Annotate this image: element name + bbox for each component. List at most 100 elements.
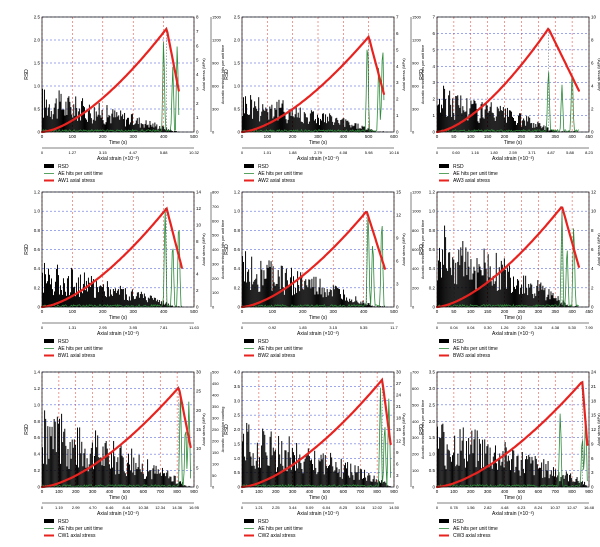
rsd-bar: [476, 258, 478, 307]
rsd-bar: [80, 453, 82, 487]
rsd-bar: [181, 483, 183, 487]
rsd-bar: [49, 284, 51, 307]
rsd-bar: [473, 100, 475, 132]
time-tick-label: 400: [106, 489, 114, 494]
rsd-bar: [68, 96, 70, 132]
rsd-bar: [528, 116, 530, 132]
strain-axis-label: Axial strain (×10⁻³): [97, 331, 139, 337]
rsd-bar: [263, 109, 265, 132]
ae-tick-label: 150: [212, 450, 219, 455]
rsd-bar: [246, 103, 248, 132]
ae-axis-label: Acoustic emission hits per unit time: [421, 45, 425, 104]
strain-tick-label: 8.44: [123, 505, 132, 510]
rsd-bar: [446, 444, 448, 487]
rsd-bar: [367, 128, 369, 132]
rsd-bar: [352, 302, 354, 307]
rsd-bar: [177, 306, 179, 307]
rsd-bar: [251, 256, 253, 307]
chart-panel-8: 00.51.01.52.02.53.03.54.0RSD036912151821…: [224, 370, 425, 540]
strain-tick-label: 2.82: [484, 505, 493, 510]
rsd-bar: [489, 447, 491, 487]
strain-tick-label: 11.7: [390, 325, 398, 330]
rsd-bar: [269, 436, 271, 487]
rsd-bar: [281, 441, 283, 487]
rsd-bar: [50, 110, 52, 132]
rsd-bar: [133, 299, 135, 307]
rsd-bar: [566, 304, 568, 307]
stress-tick-label: 2: [591, 107, 594, 112]
rsd-bar: [63, 109, 65, 132]
rsd-bar: [121, 116, 123, 132]
time-tick-label: 700: [551, 489, 559, 494]
rsd-bar: [384, 481, 386, 487]
rsd-bar: [538, 290, 540, 307]
rsd-bar: [138, 454, 140, 487]
plot-frame: [41, 191, 195, 308]
strain-tick-label: 0.04: [467, 325, 476, 330]
ae-tick-label: 250: [212, 427, 219, 432]
rsd-bar: [312, 463, 314, 487]
rsd-bar: [310, 110, 312, 132]
rsd-bar: [114, 456, 116, 487]
rsd-bar: [532, 460, 534, 487]
rsd-tick-label: 0: [432, 130, 435, 135]
rsd-bar: [550, 291, 552, 307]
rsd-tick-label: 0.5: [429, 468, 436, 473]
ae-tick-label: 700: [212, 204, 219, 209]
rsd-bar: [134, 475, 136, 487]
rsd-bar: [94, 120, 96, 132]
rsd-bar: [150, 124, 152, 132]
rsd-bar: [76, 108, 78, 132]
rsd-bar: [380, 482, 381, 487]
time-tick-label: 400: [568, 309, 576, 314]
rsd-bar: [385, 482, 387, 487]
rsd-bar: [279, 107, 281, 132]
stress-tick-label: 4: [591, 84, 594, 89]
rsd-bar: [129, 300, 131, 307]
rsd-bar: [95, 111, 97, 132]
rsd-bar: [522, 120, 524, 132]
strain-tick-label: 1.85: [299, 325, 308, 330]
rsd-bar: [93, 107, 95, 132]
rsd-bar: [115, 474, 117, 487]
rsd-bar: [562, 474, 564, 487]
stress-tick-label: 3: [396, 282, 399, 287]
rsd-bar: [346, 297, 348, 307]
rsd-tick-label: 0: [237, 485, 240, 490]
stress-tick-label: 5: [196, 58, 199, 63]
rsd-bar: [476, 430, 478, 487]
rsd-bar: [122, 457, 124, 487]
strain-tick-label: 3.15: [329, 325, 338, 330]
rsd-tick-label: 0.8: [34, 228, 41, 233]
rsd-bar: [151, 126, 153, 132]
rsd-bar: [70, 267, 72, 307]
rsd-bar: [539, 284, 541, 307]
rsd-bar: [265, 278, 267, 307]
rsd-bar: [296, 292, 298, 307]
rsd-bar: [136, 469, 138, 487]
strain-tick-label: 12.47: [567, 505, 578, 510]
ae-tick-label: 200: [412, 452, 419, 457]
rsd-bar: [51, 289, 53, 307]
rsd-bar: [553, 298, 555, 307]
stress-tick-label: 5: [396, 47, 399, 52]
rsd-bar: [481, 102, 483, 132]
rsd-bar: [474, 429, 476, 487]
time-tick-label: 200: [99, 134, 107, 139]
rsd-bar: [135, 462, 137, 487]
stress-tick-label: 18: [396, 416, 402, 421]
rsd-axis-label: RSD: [419, 69, 425, 80]
rsd-bar: [437, 105, 438, 132]
rsd-bar: [301, 276, 303, 307]
rsd-bar: [460, 95, 462, 132]
rsd-bar: [283, 294, 285, 307]
legend-swatch: [244, 164, 254, 168]
rsd-bar: [518, 470, 520, 487]
rsd-bar: [42, 117, 44, 132]
rsd-bar: [174, 130, 176, 132]
strain-tick-label: 0.30: [484, 325, 493, 330]
rsd-bar: [65, 295, 67, 307]
rsd-bar: [453, 259, 455, 307]
rsd-bar: [352, 475, 354, 487]
rsd-bar: [71, 114, 73, 132]
